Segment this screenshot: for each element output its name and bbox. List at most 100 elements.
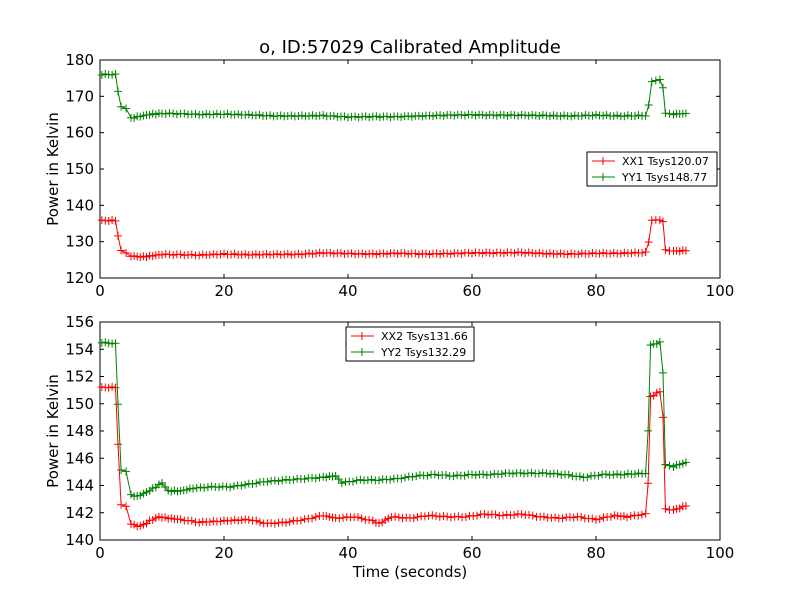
data-point-marker (216, 250, 225, 259)
data-point-marker (446, 250, 455, 259)
data-point-marker (421, 249, 430, 258)
data-point-marker (363, 476, 372, 485)
legend-swatch-marker (358, 332, 366, 340)
data-point-marker (273, 249, 282, 258)
data-point-marker (567, 112, 576, 121)
data-point-marker (336, 249, 345, 258)
series-line (101, 386, 686, 528)
data-point-marker (681, 501, 690, 510)
data-point-marker (424, 511, 433, 520)
data-point-marker (104, 216, 113, 225)
data-point-marker (446, 513, 455, 522)
data-point-marker (234, 110, 243, 119)
data-point-marker (644, 479, 653, 488)
data-point-marker (428, 511, 437, 520)
y-tick-label: 140 (65, 531, 94, 549)
data-point-marker (305, 111, 314, 120)
data-point-marker (368, 249, 377, 258)
data-point-marker (305, 249, 314, 258)
data-point-marker (409, 514, 418, 523)
data-point-marker (203, 483, 212, 492)
data-point-marker (352, 476, 361, 485)
data-point-marker (588, 248, 597, 257)
data-point-marker (644, 426, 653, 435)
data-point-marker (638, 248, 647, 257)
data-point-marker (353, 513, 362, 522)
data-point-marker (461, 513, 470, 521)
data-point-marker (418, 112, 427, 121)
x-tick-label: 100 (706, 282, 735, 300)
data-point-marker (595, 515, 604, 524)
data-point-marker (387, 513, 396, 522)
data-point-marker (661, 504, 670, 513)
data-point-marker (223, 109, 232, 118)
data-point-marker (274, 477, 283, 486)
legend-box (345, 326, 475, 362)
data-point-marker (517, 110, 526, 119)
data-point-marker (489, 111, 498, 120)
data-point-marker (229, 482, 238, 491)
data-point-marker (241, 480, 250, 489)
data-point-marker (521, 249, 530, 258)
x-tick-label: 100 (706, 544, 735, 562)
data-point-marker (335, 514, 344, 523)
data-point-marker (227, 516, 236, 525)
data-point-marker (613, 111, 622, 120)
data-point-marker (351, 250, 360, 259)
data-point-marker (502, 510, 511, 519)
x-tick-label: 0 (95, 282, 105, 300)
data-point-marker (315, 473, 324, 482)
y-tick-label: 154 (65, 340, 94, 358)
data-point-marker (531, 249, 540, 258)
data-point-marker (634, 469, 643, 478)
data-point-marker (187, 250, 196, 259)
data-point-marker (113, 440, 122, 449)
data-point-marker (665, 109, 674, 118)
data-point-marker (357, 514, 366, 523)
data-point-marker (436, 250, 445, 259)
data-point-marker (176, 250, 185, 259)
data-point-marker (237, 481, 246, 490)
y-axis-label: Power in Kelvin (44, 112, 62, 226)
data-point-marker (546, 470, 555, 479)
data-point-marker (439, 111, 448, 120)
data-point-marker (294, 249, 303, 258)
data-point-marker (484, 510, 493, 519)
data-point-marker (545, 112, 554, 121)
data-point-marker (453, 249, 462, 258)
data-point-marker (581, 111, 590, 120)
data-point-marker (334, 475, 343, 484)
data-point-marker (413, 513, 422, 522)
data-point-marker (273, 112, 282, 121)
data-point-marker (647, 77, 656, 86)
data-point-marker (158, 250, 166, 259)
data-point-marker (222, 482, 231, 491)
data-point-marker (655, 337, 664, 346)
data-point-marker (475, 248, 484, 257)
data-point-marker (681, 458, 690, 467)
data-point-marker (623, 111, 632, 120)
data-point-marker (251, 111, 260, 120)
data-point-marker (407, 112, 416, 121)
data-point-marker (289, 475, 298, 484)
data-point-marker (347, 249, 356, 258)
data-point-marker (278, 476, 287, 485)
data-point-marker (609, 470, 618, 479)
data-point-marker (220, 516, 228, 525)
data-point-marker (176, 515, 185, 524)
data-point-marker (457, 110, 466, 119)
data-point-marker (449, 472, 458, 481)
data-point-marker (441, 470, 450, 479)
data-point-marker (255, 110, 264, 119)
data-point-marker (227, 250, 236, 259)
data-point-marker (117, 500, 126, 509)
data-point-marker (508, 469, 517, 478)
data-point-marker (583, 473, 592, 482)
data-point-marker (113, 400, 122, 409)
data-point-marker (390, 249, 399, 258)
data-point-marker (535, 111, 544, 120)
data-point-marker (220, 110, 228, 119)
data-point-marker (420, 512, 429, 521)
data-point-marker (577, 112, 586, 121)
